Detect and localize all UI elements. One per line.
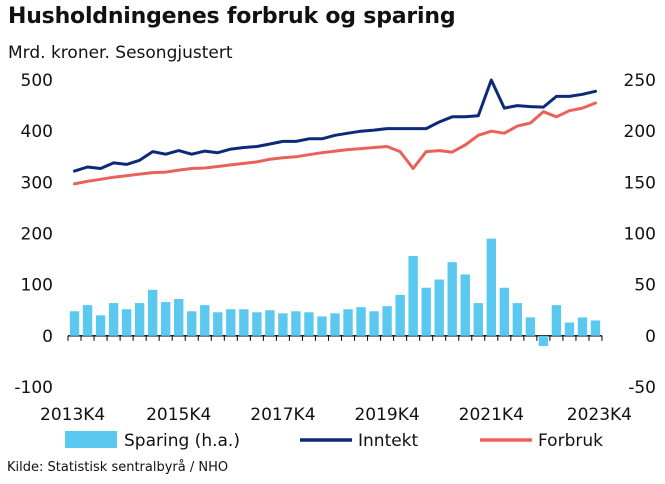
legend-label-forbruk: Forbruk: [538, 431, 603, 451]
bar-sparing: [590, 320, 601, 336]
bar-sparing: [512, 303, 523, 336]
bar-sparing: [95, 315, 106, 336]
bar-sparing: [408, 256, 418, 336]
bar-sparing: [577, 317, 588, 336]
left-axis-tick-label: 200: [21, 225, 53, 245]
bar-sparing: [499, 287, 510, 336]
bar-sparing: [538, 335, 549, 347]
right-axis-tick-label: 150: [624, 173, 656, 193]
bar-sparing: [486, 238, 496, 336]
bar-sparing: [200, 305, 210, 336]
right-axis-tick-label: 250: [624, 71, 656, 91]
left-axis-tick-label: 300: [21, 173, 53, 193]
bar-sparing: [134, 303, 145, 336]
x-axis-tick-label: 2019K4: [354, 405, 419, 425]
bar-sparing: [252, 312, 262, 336]
bar-sparing: [447, 262, 457, 336]
bar-sparing: [343, 309, 353, 336]
x-axis-tick-label: 2013K4: [40, 405, 105, 425]
axes-layer: [67, 335, 603, 341]
legend: Sparing (h.a.) Inntekt Forbruk: [65, 431, 603, 451]
right-axis-tick-label: 100: [624, 225, 656, 245]
bar-sparing: [395, 294, 405, 336]
bar-sparing: [356, 307, 366, 336]
bars-layer: [69, 238, 601, 347]
left-axis-tick-label: 400: [21, 122, 53, 142]
x-axis-tick-label: 2015K4: [146, 405, 211, 425]
right-axis-tick-label: 0: [645, 327, 656, 347]
left-axis-tick-label: 500: [21, 71, 53, 91]
source-note: Kilde: Statistisk sentralbyrå / NHO: [7, 460, 229, 475]
bar-sparing: [226, 309, 236, 336]
bar-sparing: [421, 287, 431, 336]
bar-sparing: [434, 279, 444, 336]
tick-labels-layer: -100 0 100 200 300 400 500 -50 0 50 100 150 200 250 20…: [14, 71, 656, 425]
line-inntekt: [73, 78, 597, 173]
x-axis-tick-label: 2021K4: [459, 405, 524, 425]
right-axis-tick-label: 50: [634, 276, 656, 296]
right-axis-tick-label: 200: [624, 122, 656, 142]
bar-sparing: [473, 303, 483, 336]
bar-sparing: [82, 305, 93, 336]
bar-sparing: [460, 274, 470, 336]
bar-sparing: [291, 311, 301, 336]
legend-swatch-sparing: [65, 431, 117, 448]
bar-sparing: [147, 289, 158, 336]
bar-sparing: [525, 317, 536, 336]
chart-title: Husholdningenes forbruk og sparing: [8, 4, 456, 29]
x-axis-tick-label: 2023K4: [567, 405, 632, 425]
left-axis-tick-label: 0: [42, 327, 53, 347]
bar-sparing: [187, 311, 197, 336]
bar-sparing: [551, 305, 562, 336]
bar-sparing: [213, 312, 223, 336]
bar-sparing: [239, 309, 249, 336]
bar-sparing: [382, 306, 392, 336]
legend-label-inntekt: Inntekt: [358, 431, 419, 451]
bar-sparing: [174, 298, 184, 336]
left-axis-tick-label: 100: [21, 276, 53, 296]
bar-sparing: [564, 322, 575, 336]
bar-sparing: [369, 311, 379, 336]
left-axis-tick-label: -100: [14, 378, 53, 398]
lines-layer: [73, 78, 597, 186]
line-forbruk: [73, 101, 597, 186]
x-axis-tick-label: 2017K4: [250, 405, 315, 425]
chart-subtitle: Mrd. kroner. Sesongjustert: [8, 43, 233, 63]
bar-sparing: [160, 302, 171, 336]
bar-sparing: [108, 303, 119, 336]
bar-sparing: [265, 310, 275, 336]
bar-sparing: [278, 313, 288, 336]
bar-sparing: [121, 309, 132, 336]
legend-label-sparing: Sparing (h.a.): [124, 431, 240, 451]
bar-sparing: [317, 316, 327, 336]
bar-sparing: [69, 311, 80, 336]
bar-sparing: [330, 313, 340, 336]
right-axis-tick-label: -50: [628, 378, 656, 398]
bar-sparing: [304, 312, 314, 336]
